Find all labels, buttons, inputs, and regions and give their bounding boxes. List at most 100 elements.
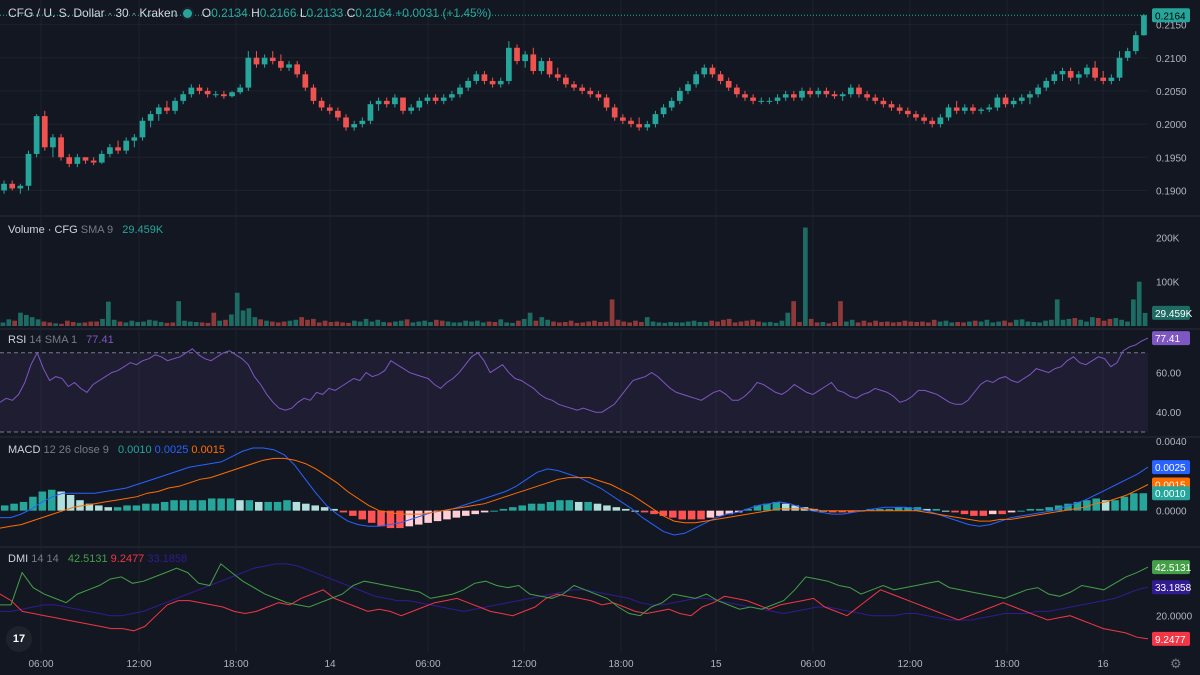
macd-histogram-bar <box>264 501 272 511</box>
tradingview-logo-icon[interactable]: 17 <box>6 626 32 652</box>
volume-bar <box>955 322 960 326</box>
candle-body <box>318 100 325 108</box>
volume-bar <box>1090 317 1095 326</box>
visibility-eye-icon[interactable] <box>183 9 193 18</box>
dmi-plus-value: 42.5131 <box>67 553 108 565</box>
volume-bar <box>697 322 703 326</box>
gear-icon[interactable]: ⚙ <box>1170 656 1182 671</box>
candle-body <box>1084 67 1090 75</box>
macd-histogram-bar <box>941 510 950 512</box>
volume-bar <box>762 322 767 326</box>
symbol-title[interactable]: CFG / U. S. Dollar · 30 · Kraken <box>8 6 178 20</box>
macd-histogram-bar <box>0 505 9 511</box>
volume-bar <box>12 320 17 326</box>
price-axis-label: 0.1950 <box>1156 153 1187 164</box>
rsi-title: RSI <box>8 334 27 346</box>
volume-bar <box>926 322 931 326</box>
candle-body <box>286 64 292 68</box>
volume-bar <box>65 320 70 326</box>
dmi-legend[interactable]: DMI 14 14 42.5131 9.2477 33.1858 <box>8 553 187 565</box>
candle-body <box>904 110 911 115</box>
macd-histogram-bar <box>160 501 169 511</box>
macd-histogram-bar <box>951 510 959 513</box>
candle-body <box>180 94 187 101</box>
candle-body <box>367 104 374 121</box>
macd-histogram-bar <box>1017 510 1025 512</box>
volume-bar <box>1078 319 1083 326</box>
volume-bar <box>972 320 978 326</box>
candle-body <box>571 84 577 88</box>
volume-bar <box>516 320 521 326</box>
candle-body <box>652 114 659 125</box>
candle-body <box>147 114 154 121</box>
candle-body <box>847 87 854 95</box>
volume-bar <box>492 322 498 326</box>
candle-body <box>74 157 81 164</box>
volume-bar <box>978 321 984 326</box>
macd-histogram-bar <box>876 508 884 511</box>
volume-bar <box>703 322 709 326</box>
candle-body <box>1124 51 1131 58</box>
candle-body <box>253 57 260 65</box>
volume-legend[interactable]: Volume · CFG SMA 9 29.459K <box>8 224 163 236</box>
candle-body <box>546 61 553 75</box>
volume-bar <box>94 321 99 326</box>
macd-histogram-bar <box>960 510 969 515</box>
macd-histogram-bar <box>433 510 442 522</box>
candle-body <box>872 97 879 101</box>
candle-body <box>717 74 724 81</box>
volume-bar <box>1025 321 1031 326</box>
macd-histogram-bar <box>189 500 197 511</box>
volume-bar <box>709 320 714 326</box>
volume-bar <box>363 318 369 326</box>
macd-histogram-bar <box>838 510 846 513</box>
macd-histogram-bar <box>894 507 903 511</box>
macd-histogram-bar <box>471 510 479 515</box>
macd-legend[interactable]: MACD 12 26 close 9 0.0010 0.0025 0.0015 <box>8 444 225 456</box>
volume-bar <box>176 301 181 326</box>
volume-bar <box>849 319 855 326</box>
volume-bar <box>621 321 627 326</box>
high-label: H <box>251 6 260 20</box>
dmi-minus-tag: 9.2477 <box>1155 635 1186 646</box>
macd-histogram-bar <box>386 510 395 529</box>
price-axis-label: 0.2000 <box>1156 120 1187 131</box>
close-label: C <box>346 6 356 20</box>
candle-body <box>799 90 805 98</box>
macd-title: MACD <box>8 444 41 456</box>
candle-body <box>432 97 439 101</box>
volume-bar <box>855 322 861 326</box>
volume-bar <box>1049 319 1054 326</box>
macd-line <box>0 447 1149 536</box>
volume-bar <box>369 321 375 326</box>
volume-bar <box>633 320 638 326</box>
volume-bar <box>311 318 316 326</box>
macd-histogram-bar <box>1101 500 1110 511</box>
macd-hist-value: 0.0010 <box>117 444 152 456</box>
macd-histogram-bar <box>377 510 385 527</box>
candle-body <box>1116 57 1123 78</box>
candle-body <box>538 61 545 72</box>
volume-bar <box>404 319 410 326</box>
volume-bar <box>1119 319 1124 326</box>
macd-histogram-bar <box>829 510 837 513</box>
candle-body <box>188 87 195 95</box>
candle-body <box>172 100 178 111</box>
volume-bar <box>1125 321 1130 326</box>
candle-body <box>416 100 423 108</box>
macd-histogram-bar <box>113 507 122 511</box>
rsi-legend[interactable]: RSI 14 SMA 1 77.41 <box>8 334 114 346</box>
candle-body <box>98 153 105 163</box>
macd-histogram-bar <box>76 500 84 511</box>
volume-bar <box>949 322 955 326</box>
macd-histogram-bar <box>349 510 357 516</box>
macd-histogram-bar <box>556 500 564 511</box>
rsi-last-tag: 77.41 <box>1155 334 1180 345</box>
volume-bar <box>293 319 299 326</box>
volume-bar <box>644 317 650 326</box>
volume-bar <box>592 320 597 326</box>
candle-body <box>1059 71 1066 75</box>
candle-body <box>155 107 162 115</box>
candle-body <box>204 90 211 95</box>
